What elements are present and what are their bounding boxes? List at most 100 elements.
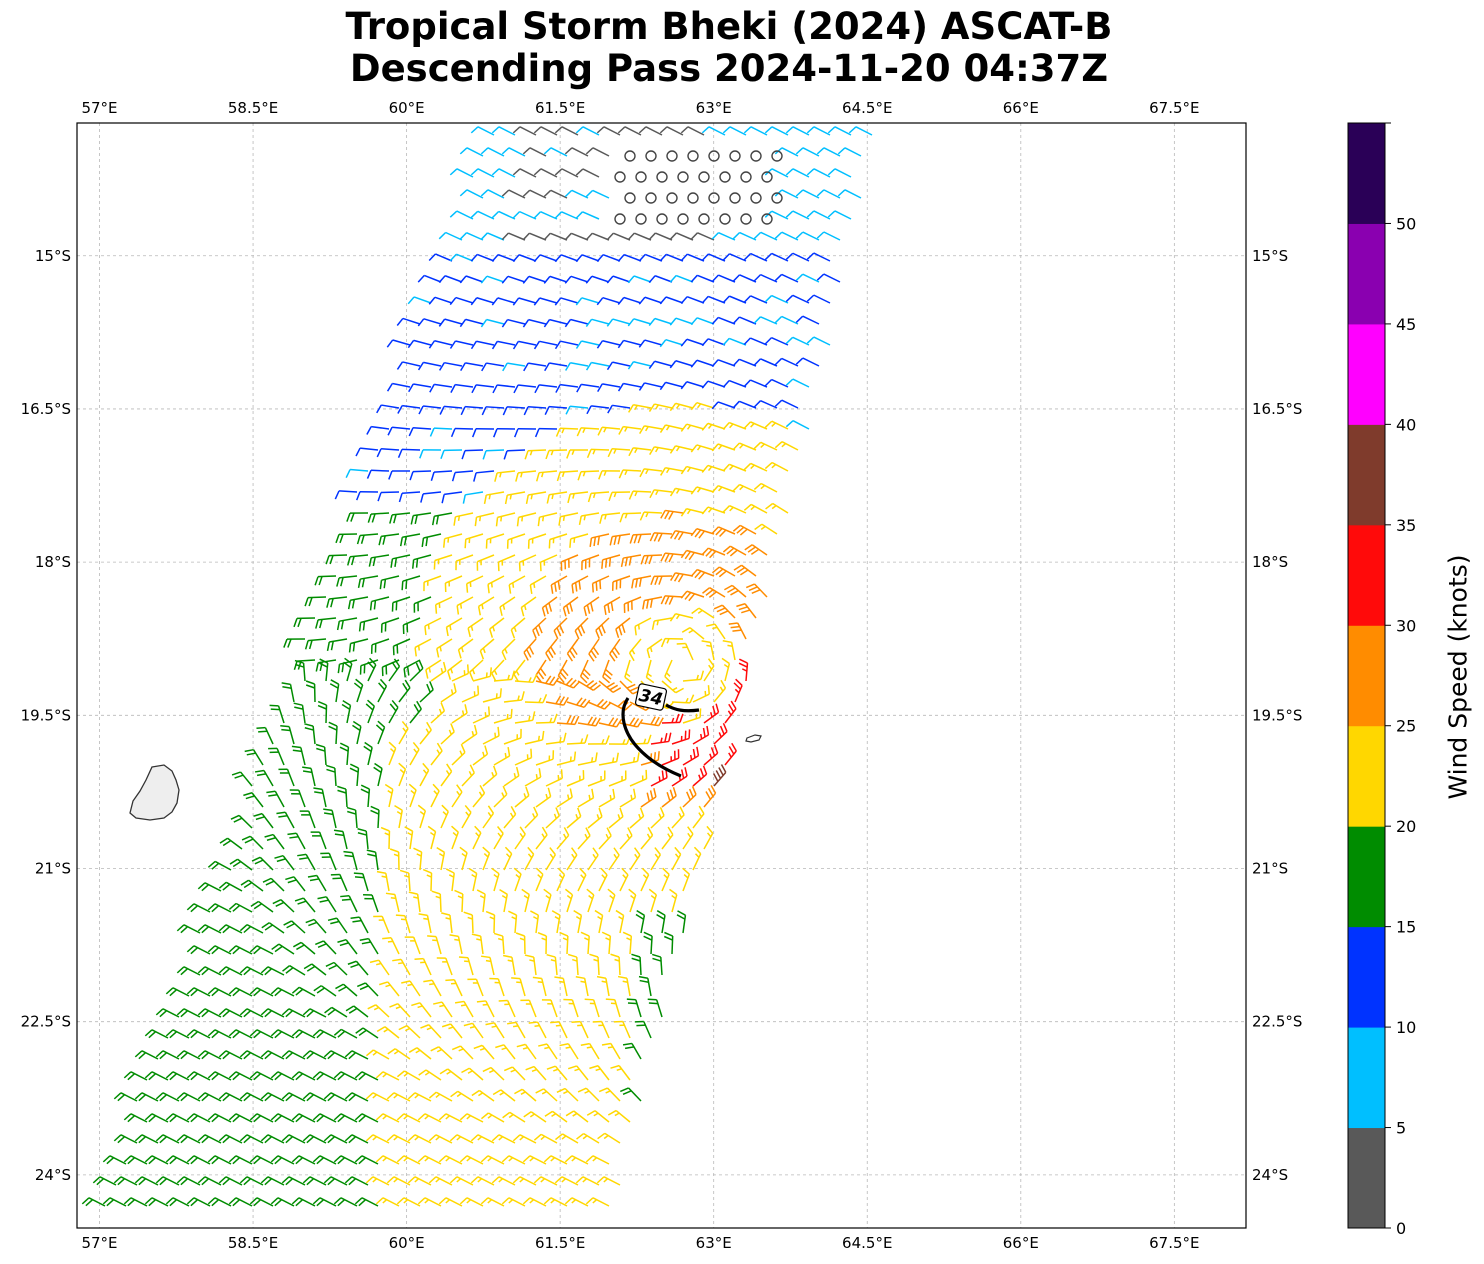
barb-flag bbox=[218, 1008, 227, 1016]
barb-flag bbox=[258, 730, 268, 733]
wind-barb bbox=[445, 868, 455, 892]
wind-barb bbox=[440, 449, 463, 460]
barb-staff bbox=[687, 126, 705, 136]
lon-tick-label: 63°E bbox=[696, 99, 732, 117]
barb-flag bbox=[499, 606, 503, 616]
wind-barb bbox=[449, 1176, 474, 1186]
barb-staff bbox=[331, 1006, 348, 1018]
barb-flag bbox=[795, 231, 804, 239]
barb-staff bbox=[666, 253, 684, 262]
barb-flag bbox=[439, 646, 442, 652]
barb-staff bbox=[671, 935, 674, 955]
wind-barb bbox=[251, 856, 274, 871]
barb-flag bbox=[534, 384, 540, 394]
barb-flag bbox=[590, 602, 594, 612]
wind-barb bbox=[702, 587, 726, 598]
colorbar-bin bbox=[1348, 826, 1385, 928]
barb-staff bbox=[792, 210, 810, 220]
wind-barb bbox=[380, 617, 400, 633]
barb-flag bbox=[249, 1155, 258, 1163]
wind-barb bbox=[543, 1155, 568, 1165]
lon-tick-label: 61.5°E bbox=[535, 1234, 585, 1252]
barb-flag bbox=[270, 1113, 279, 1121]
wind-barb bbox=[753, 400, 778, 409]
wind-barb bbox=[585, 147, 610, 157]
barb-flag bbox=[722, 295, 730, 304]
wind-barb bbox=[764, 210, 789, 220]
wind-barb bbox=[239, 1050, 264, 1060]
wind-barb bbox=[398, 1025, 421, 1039]
barb-flag bbox=[353, 682, 362, 690]
barb-flag bbox=[435, 1136, 441, 1141]
barb-flag bbox=[302, 1008, 311, 1016]
barb-staff bbox=[310, 768, 316, 787]
barb-flag bbox=[274, 1115, 283, 1123]
wind-barb bbox=[587, 770, 606, 787]
barb-flag bbox=[715, 703, 720, 713]
wind-barb bbox=[597, 1132, 621, 1144]
barb-flag bbox=[333, 1071, 342, 1079]
barb-flag bbox=[424, 1157, 430, 1162]
wind-barb bbox=[627, 275, 652, 284]
barb-flag bbox=[806, 126, 815, 134]
barb-flag bbox=[501, 1047, 507, 1051]
barb-staff bbox=[792, 336, 810, 346]
barb-flag bbox=[117, 1136, 126, 1144]
barb-flag bbox=[491, 771, 495, 778]
barb-flag bbox=[232, 1073, 241, 1081]
wind-barb bbox=[743, 421, 768, 430]
barb-staff bbox=[372, 1092, 390, 1102]
barb-staff bbox=[465, 533, 484, 540]
wind-barb bbox=[294, 897, 316, 913]
barb-flag bbox=[492, 384, 498, 394]
wind-barb bbox=[249, 945, 274, 955]
barb-flag bbox=[659, 126, 668, 134]
barb-flag bbox=[613, 853, 618, 859]
barb-flag bbox=[617, 699, 626, 708]
wind-barb bbox=[577, 867, 587, 892]
barb-staff bbox=[729, 545, 747, 556]
barb-flag bbox=[711, 316, 719, 325]
wind-barb bbox=[587, 807, 603, 829]
barb-flag bbox=[628, 490, 634, 500]
barb-flag bbox=[556, 472, 561, 482]
wind-barb bbox=[722, 504, 747, 514]
barb-flag bbox=[774, 315, 783, 324]
barb-staff bbox=[388, 665, 401, 682]
barb-flag bbox=[693, 846, 702, 855]
barb-staff bbox=[319, 1113, 337, 1123]
wind-barb bbox=[682, 826, 694, 850]
barb-flag bbox=[316, 1115, 325, 1123]
barb-staff bbox=[444, 275, 463, 283]
wind-barb bbox=[402, 617, 421, 635]
barb-flag bbox=[711, 485, 719, 493]
barb-flag bbox=[304, 723, 314, 727]
barb-flag bbox=[352, 919, 362, 923]
barb-flag bbox=[743, 421, 752, 429]
wind-barb bbox=[607, 888, 616, 913]
barb-flag bbox=[327, 1008, 336, 1016]
wind-barb bbox=[165, 1029, 190, 1039]
barb-flag bbox=[591, 583, 594, 593]
barb-staff bbox=[524, 814, 539, 829]
wind-barb bbox=[522, 1197, 547, 1207]
wind-barb bbox=[485, 533, 505, 549]
wind-barb bbox=[155, 1092, 180, 1102]
barb-flag bbox=[425, 537, 429, 547]
barb-flag bbox=[586, 888, 595, 896]
barb-staff bbox=[193, 1113, 211, 1123]
barb-flag bbox=[535, 472, 540, 482]
barb-flag bbox=[439, 1004, 445, 1008]
wind-barb bbox=[409, 700, 422, 724]
barb-staff bbox=[581, 512, 600, 517]
barb-flag bbox=[85, 1199, 94, 1207]
barb-staff bbox=[402, 317, 421, 325]
barb-flag bbox=[559, 737, 562, 743]
wind-barb bbox=[556, 677, 581, 689]
barb-staff bbox=[629, 894, 637, 913]
wind-barb bbox=[436, 638, 453, 658]
wind-barb bbox=[218, 1134, 243, 1144]
wind-barb bbox=[501, 1155, 526, 1165]
wind-barb bbox=[270, 987, 295, 997]
